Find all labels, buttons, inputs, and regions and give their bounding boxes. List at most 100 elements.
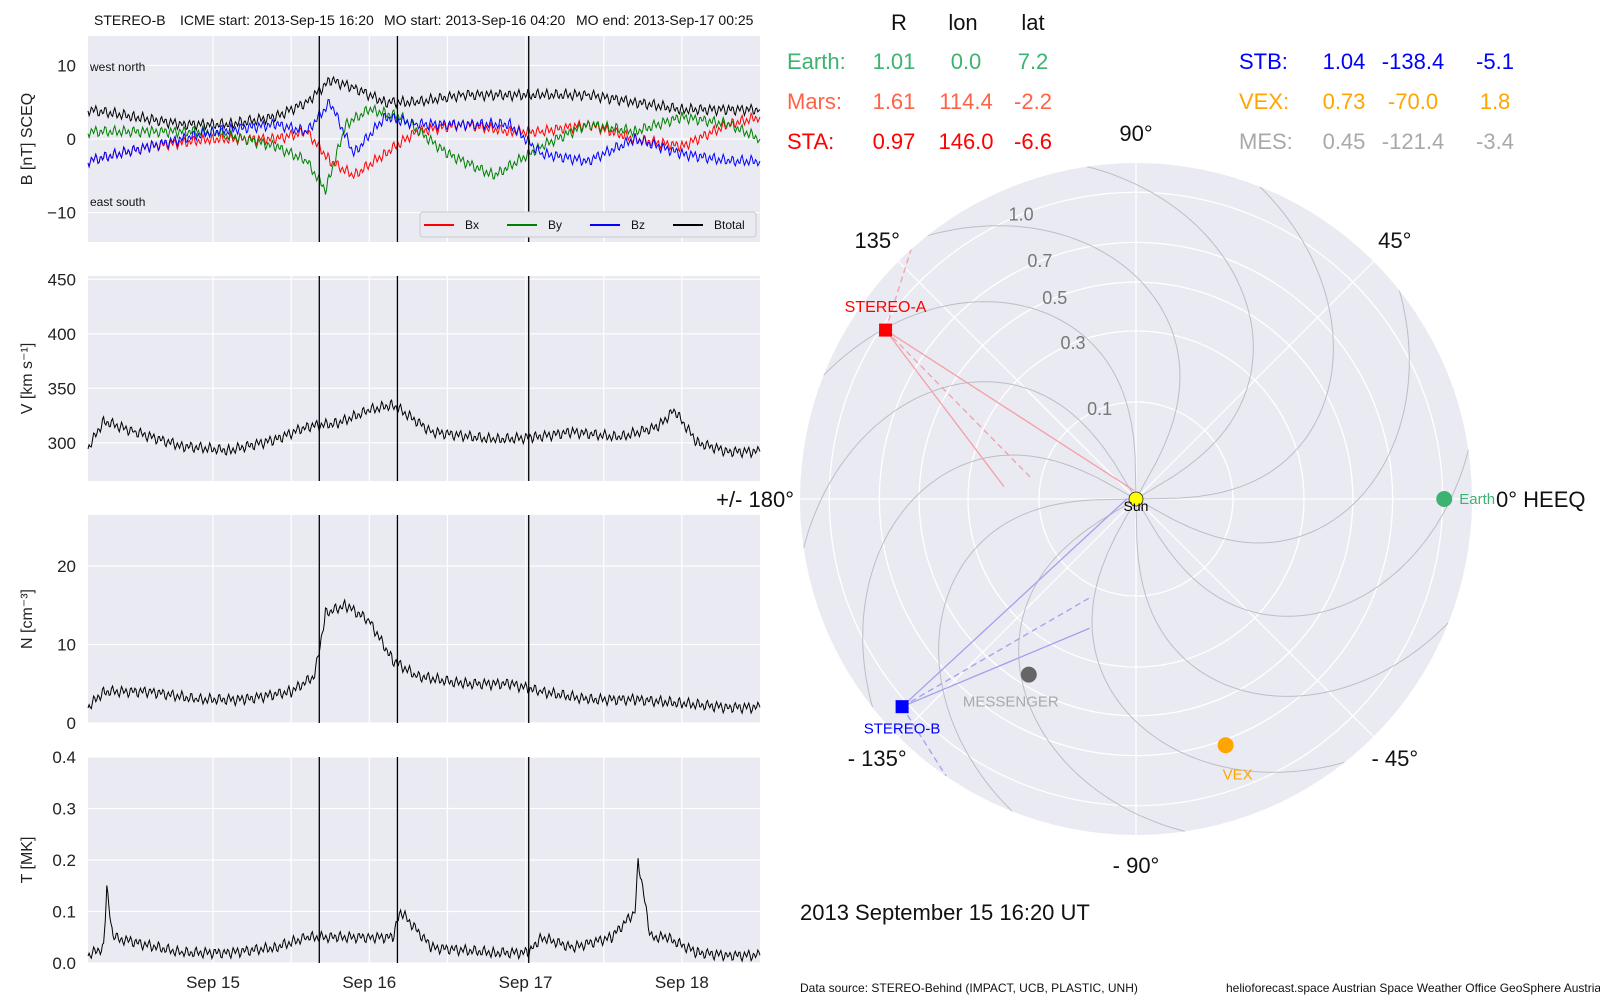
panel-background [88, 276, 760, 481]
table-row-r: 0.97 [873, 129, 916, 154]
angle-label: +/- 180° [716, 487, 794, 512]
y-tick-label: 0.4 [52, 748, 76, 767]
radial-tick-label: 1.0 [1009, 205, 1034, 225]
body-label: STEREO-A [845, 299, 927, 316]
angle-gridline [1135, 498, 1375, 738]
polar-position-plot: 0.1 0.3 0.5 0.7 1.0 0° HEEQ 45° 90° 135° +/- 180°… [716, 121, 1585, 878]
radial-tick-label: 0.7 [1027, 251, 1052, 271]
x-tick-label: Sep 18 [655, 973, 709, 992]
fov-lines-stereo-b [901, 498, 1128, 777]
y-tick-label: 300 [48, 434, 76, 453]
angle-label: 45° [1378, 228, 1411, 253]
y-tick-label: 0.1 [52, 903, 76, 922]
angle-label: 90° [1119, 121, 1152, 146]
fov-line [885, 329, 1005, 488]
body-stereo-b: STEREO-B [864, 700, 941, 738]
table-row-name: STB: [1239, 49, 1288, 74]
table-row-right: MES: 0.45 -121.4 -3.4 [1239, 129, 1514, 154]
body-marker [1128, 491, 1144, 507]
table-row-r: 1.01 [873, 49, 916, 74]
radial-tick-label: 0.1 [1087, 399, 1112, 419]
mo-end-label: MO end: 2013-Sep-17 00:25 [576, 12, 754, 28]
table-row-lat: 1.8 [1480, 89, 1511, 114]
fov-line-outward [884, 249, 912, 331]
table-row-lon: -121.4 [1382, 129, 1444, 154]
radial-tick-label: 0.5 [1042, 288, 1067, 308]
plot-timestamp: 2013 September 15 16:20 UT [800, 900, 1090, 925]
body-label: STEREO-B [864, 721, 941, 738]
legend-label-btotal: Btotal [714, 218, 745, 232]
y-tick-label: 350 [48, 379, 76, 398]
angle-label: 0° HEEQ [1496, 487, 1586, 512]
fov-line [901, 627, 1090, 708]
body-marker [1436, 491, 1453, 507]
y-tick-label: 0.2 [52, 851, 76, 870]
table-row-left: Mars: 1.61 114.4 -2.2 [787, 89, 1052, 114]
table-column-header: R [891, 10, 907, 35]
y-tick-label: 10 [57, 636, 76, 655]
spiral-line [938, 498, 1137, 812]
table-row-name: STA: [787, 129, 834, 154]
body-sun: Sun [1124, 491, 1149, 514]
body-marker [895, 700, 909, 714]
table-row-right: VEX: 0.73 -70.0 1.8 [1239, 89, 1510, 114]
table-row-lon: -138.4 [1382, 49, 1444, 74]
table-row-lon: -70.0 [1388, 89, 1438, 114]
timeseries-panel-3: 20 10 0 N [cm⁻³] [19, 515, 761, 733]
series-line-v [87, 398, 761, 459]
y-tick-label: 0 [67, 714, 76, 733]
body-marker [1020, 666, 1037, 683]
table-row-lat: -5.1 [1476, 49, 1514, 74]
legend-box [419, 211, 757, 238]
table-row-r: 1.61 [873, 89, 916, 114]
table-row-lat: -2.2 [1014, 89, 1052, 114]
credits-label: helioforecast.space Austrian Space Weath… [1226, 981, 1600, 995]
table-row-left: STA: 0.97 146.0 -6.6 [787, 129, 1052, 154]
body-earth: Earth [1436, 491, 1495, 508]
spiral-line [1135, 449, 1469, 617]
table-row-name: Earth: [787, 49, 846, 74]
table-row-name: MES: [1239, 129, 1293, 154]
spiral-line [1135, 186, 1334, 500]
angle-label: - 45° [1371, 746, 1418, 771]
table-row-lat: 7.2 [1018, 49, 1049, 74]
table-row-lon: 114.4 [939, 89, 992, 114]
series-line-n [87, 598, 761, 715]
y-tick-label: 0.3 [52, 800, 76, 819]
icme-start-label: ICME start: 2013-Sep-15 16:20 [180, 12, 374, 28]
angle-label: - 135° [848, 746, 907, 771]
spiral-line [862, 454, 1137, 708]
timeseries-panel-2: 450 400 350 300 V [km s⁻¹] [19, 270, 761, 481]
angle-gridline [1135, 260, 1375, 500]
y-axis-label: T [MK] [19, 837, 36, 884]
x-tick-label: Sep 15 [186, 973, 240, 992]
fov-lines-stereo-a [884, 249, 1135, 492]
angle-gridline [897, 498, 1137, 738]
body-messenger: MESSENGER [963, 666, 1059, 711]
radial-tick-label: 0.3 [1061, 333, 1086, 353]
legend: Bx By Bz Btotal [419, 211, 757, 238]
spiral-line [803, 381, 1137, 549]
y-tick-label: 0.0 [52, 954, 76, 973]
body-marker [1217, 737, 1234, 754]
body-label: Sun [1124, 498, 1149, 514]
spiral-line [1018, 498, 1186, 832]
fov-line [901, 597, 1090, 708]
table-row-lat: -6.6 [1014, 129, 1052, 154]
spiral-line [1135, 498, 1449, 697]
table-column-header: lat [1021, 10, 1044, 35]
spiral-line [927, 225, 1181, 500]
legend-label-bz: Bz [631, 218, 645, 232]
table-row-left: Earth: 1.01 0.0 7.2 [787, 49, 1048, 74]
y-axis-label: B [nT] SCEQ [19, 93, 36, 185]
y-tick-label: 20 [57, 557, 76, 576]
fov-line [901, 498, 1128, 708]
y-tick-label: 10 [57, 56, 76, 75]
y-tick-label: 400 [48, 325, 76, 344]
angle-label: - 90° [1113, 853, 1160, 878]
spiral-line [1091, 498, 1345, 773]
y-tick-label: −10 [47, 204, 76, 223]
y-axis-label: N [cm⁻³] [19, 589, 36, 649]
